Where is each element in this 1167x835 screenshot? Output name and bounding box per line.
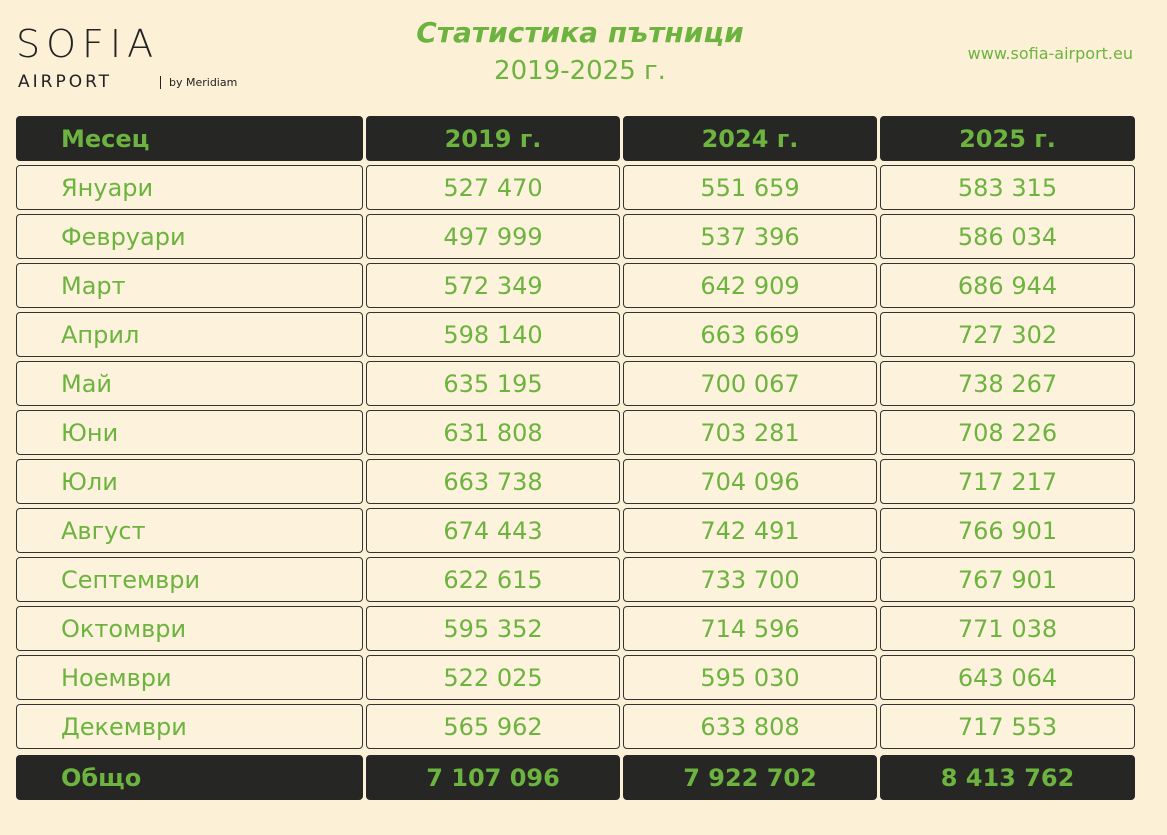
- value-cell: 704 096: [623, 459, 877, 504]
- month-cell: Октомври: [16, 606, 363, 651]
- value-cell: 674 443: [366, 508, 620, 553]
- value-cell: 642 909: [623, 263, 877, 308]
- month-cell: Март: [16, 263, 363, 308]
- value-cell: 595 352: [366, 606, 620, 651]
- value-cell: 717 217: [880, 459, 1135, 504]
- logo-name: SOFIA: [16, 22, 160, 66]
- month-cell: Май: [16, 361, 363, 406]
- month-cell: Декември: [16, 704, 363, 749]
- value-cell: 537 396: [623, 214, 877, 259]
- column-header: 2025 г.: [880, 116, 1135, 161]
- total-cell: 8 413 762: [880, 755, 1135, 800]
- value-cell: 572 349: [366, 263, 620, 308]
- value-cell: 497 999: [366, 214, 620, 259]
- month-cell: Август: [16, 508, 363, 553]
- value-cell: 551 659: [623, 165, 877, 210]
- value-cell: 527 470: [366, 165, 620, 210]
- value-cell: 738 267: [880, 361, 1135, 406]
- total-cell: 7 107 096: [366, 755, 620, 800]
- value-cell: 595 030: [623, 655, 877, 700]
- value-cell: 771 038: [880, 606, 1135, 651]
- total-cell: Общо: [16, 755, 363, 800]
- value-cell: 522 025: [366, 655, 620, 700]
- logo-by: by Meridiam: [160, 76, 237, 89]
- url: www.sofia-airport.eu: [967, 44, 1133, 63]
- value-cell: 586 034: [880, 214, 1135, 259]
- logo-sub: AIRPORT: [18, 72, 113, 92]
- value-cell: 633 808: [623, 704, 877, 749]
- total-cell: 7 922 702: [623, 755, 877, 800]
- month-cell: Ноември: [16, 655, 363, 700]
- table: Месец 2019 г. 2024 г. 2025 г. Януари 527 470 5…: [16, 116, 1135, 804]
- value-cell: 742 491: [623, 508, 877, 553]
- value-cell: 727 302: [880, 312, 1135, 357]
- value-cell: 663 738: [366, 459, 620, 504]
- title: Статистика пътници: [416, 16, 744, 49]
- value-cell: 767 901: [880, 557, 1135, 602]
- value-cell: 733 700: [623, 557, 877, 602]
- value-cell: 631 808: [366, 410, 620, 455]
- month-cell: Септември: [16, 557, 363, 602]
- column-header: 2019 г.: [366, 116, 620, 161]
- value-cell: 717 553: [880, 704, 1135, 749]
- month-cell: Януари: [16, 165, 363, 210]
- value-cell: 663 669: [623, 312, 877, 357]
- column-header: Месец: [16, 116, 363, 161]
- value-cell: 598 140: [366, 312, 620, 357]
- month-cell: Април: [16, 312, 363, 357]
- value-cell: 714 596: [623, 606, 877, 651]
- subtitle: 2019-2025 г.: [494, 56, 666, 86]
- value-cell: 635 195: [366, 361, 620, 406]
- value-cell: 565 962: [366, 704, 620, 749]
- column-header: 2024 г.: [623, 116, 877, 161]
- month-cell: Февруари: [16, 214, 363, 259]
- value-cell: 686 944: [880, 263, 1135, 308]
- value-cell: 766 901: [880, 508, 1135, 553]
- value-cell: 700 067: [623, 361, 877, 406]
- value-cell: 583 315: [880, 165, 1135, 210]
- value-cell: 708 226: [880, 410, 1135, 455]
- value-cell: 643 064: [880, 655, 1135, 700]
- value-cell: 622 615: [366, 557, 620, 602]
- month-cell: Юли: [16, 459, 363, 504]
- value-cell: 703 281: [623, 410, 877, 455]
- month-cell: Юни: [16, 410, 363, 455]
